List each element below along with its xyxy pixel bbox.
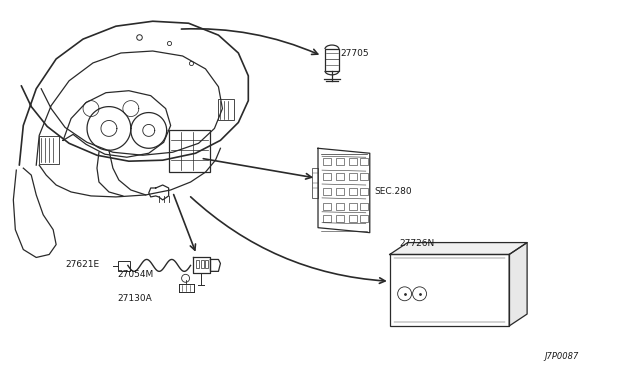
- Bar: [118, 262, 130, 271]
- Bar: [205, 260, 209, 268]
- Text: 27621E: 27621E: [65, 260, 99, 269]
- Text: SEC.280: SEC.280: [375, 187, 412, 196]
- Bar: [336, 203, 344, 210]
- Bar: [349, 173, 357, 180]
- Bar: [360, 158, 368, 165]
- Bar: [349, 215, 357, 222]
- Bar: [218, 99, 234, 121]
- Bar: [360, 203, 368, 210]
- Text: 27726N: 27726N: [399, 238, 435, 247]
- Polygon shape: [509, 243, 527, 326]
- Bar: [323, 158, 331, 165]
- Bar: [349, 203, 357, 210]
- Bar: [325, 49, 339, 71]
- Bar: [336, 188, 344, 195]
- Text: 27054M: 27054M: [117, 270, 153, 279]
- Polygon shape: [390, 243, 527, 254]
- Bar: [323, 173, 331, 180]
- Bar: [200, 260, 204, 268]
- Bar: [360, 215, 368, 222]
- Bar: [390, 254, 509, 326]
- Bar: [323, 215, 331, 222]
- FancyArrowPatch shape: [181, 29, 317, 54]
- Bar: [336, 215, 344, 222]
- Bar: [169, 131, 211, 172]
- Bar: [349, 188, 357, 195]
- Text: J7P0087: J7P0087: [544, 352, 579, 361]
- Bar: [336, 158, 344, 165]
- Bar: [39, 137, 59, 164]
- Text: 27130A: 27130A: [117, 294, 152, 303]
- Text: 27705: 27705: [340, 48, 369, 58]
- Bar: [323, 203, 331, 210]
- FancyArrowPatch shape: [204, 159, 312, 179]
- FancyArrowPatch shape: [191, 197, 385, 283]
- Bar: [360, 173, 368, 180]
- Bar: [336, 173, 344, 180]
- FancyArrowPatch shape: [173, 195, 195, 250]
- Bar: [312, 168, 318, 198]
- Bar: [323, 188, 331, 195]
- Bar: [349, 158, 357, 165]
- Bar: [360, 188, 368, 195]
- Bar: [196, 260, 198, 268]
